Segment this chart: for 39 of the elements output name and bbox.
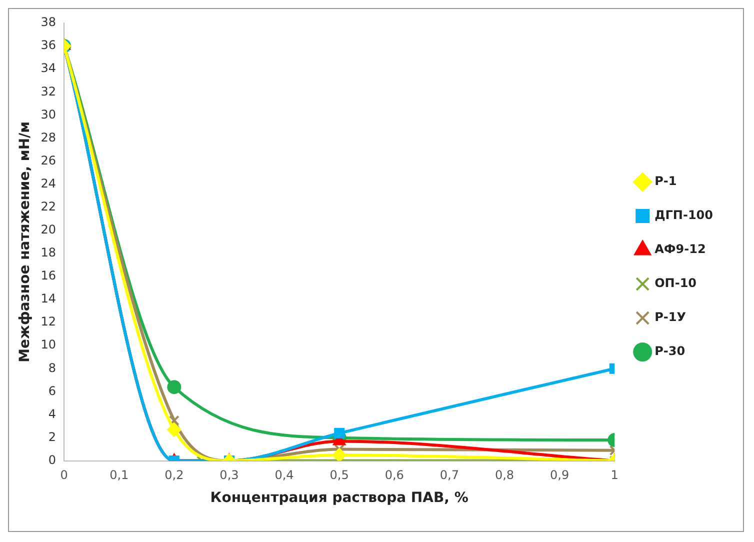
y-tick-label: 38 bbox=[40, 15, 56, 30]
legend-label: Р-1У bbox=[654, 310, 686, 324]
y-axis-title: Межфазное натяжение, мН/м bbox=[17, 121, 34, 362]
legend-label: Р-30 bbox=[654, 344, 686, 358]
y-tick-label: 28 bbox=[40, 130, 56, 144]
x-tick-label: 0,7 bbox=[440, 468, 459, 482]
y-tick-label: 30 bbox=[40, 107, 56, 122]
y-tick-label: 32 bbox=[40, 84, 56, 98]
y-tick-label: 34 bbox=[40, 61, 56, 76]
y-tick-label: 12 bbox=[40, 314, 56, 329]
x-tick-label: 0 bbox=[60, 468, 68, 482]
legend-label: АФ9-12 bbox=[654, 242, 706, 256]
y-tick-label: 4 bbox=[48, 406, 56, 421]
x-tick-label: 0,8 bbox=[494, 468, 514, 482]
x-tick-label: 0,1 bbox=[110, 468, 129, 482]
y-tick-label: 26 bbox=[40, 153, 56, 168]
y-tick-label: 22 bbox=[40, 199, 56, 214]
x-tick-label: 1 bbox=[610, 468, 618, 482]
x-tick-label: 0,5 bbox=[330, 468, 349, 482]
y-tick-label: 16 bbox=[40, 268, 56, 283]
y-tick-label: 18 bbox=[40, 246, 56, 260]
y-tick-label: 10 bbox=[40, 338, 56, 352]
x-tick-label: 0,2 bbox=[164, 468, 184, 482]
x-axis-title: Концентрация раствора ПАВ, % bbox=[210, 490, 468, 506]
x-tick-label: 0,9 bbox=[550, 468, 570, 482]
y-tick-label: 14 bbox=[40, 292, 56, 306]
y-tick-label: 2 bbox=[48, 430, 56, 444]
y-tick-label: 24 bbox=[40, 176, 56, 190]
y-tick-label: 20 bbox=[40, 222, 56, 237]
x-tick-label: 0,6 bbox=[384, 468, 404, 482]
x-tick-label: 0,3 bbox=[220, 468, 239, 482]
y-tick-label: 36 bbox=[40, 38, 56, 52]
legend-label: Р-1 bbox=[654, 174, 677, 188]
legend-label: ОП-10 bbox=[654, 276, 697, 290]
y-tick-label: 0 bbox=[48, 452, 56, 467]
legend-label: ДГП-100 bbox=[654, 208, 713, 222]
x-tick-label: 0,4 bbox=[274, 468, 294, 482]
y-tick-label: 6 bbox=[48, 384, 56, 398]
y-tick-label: 8 bbox=[48, 360, 56, 375]
